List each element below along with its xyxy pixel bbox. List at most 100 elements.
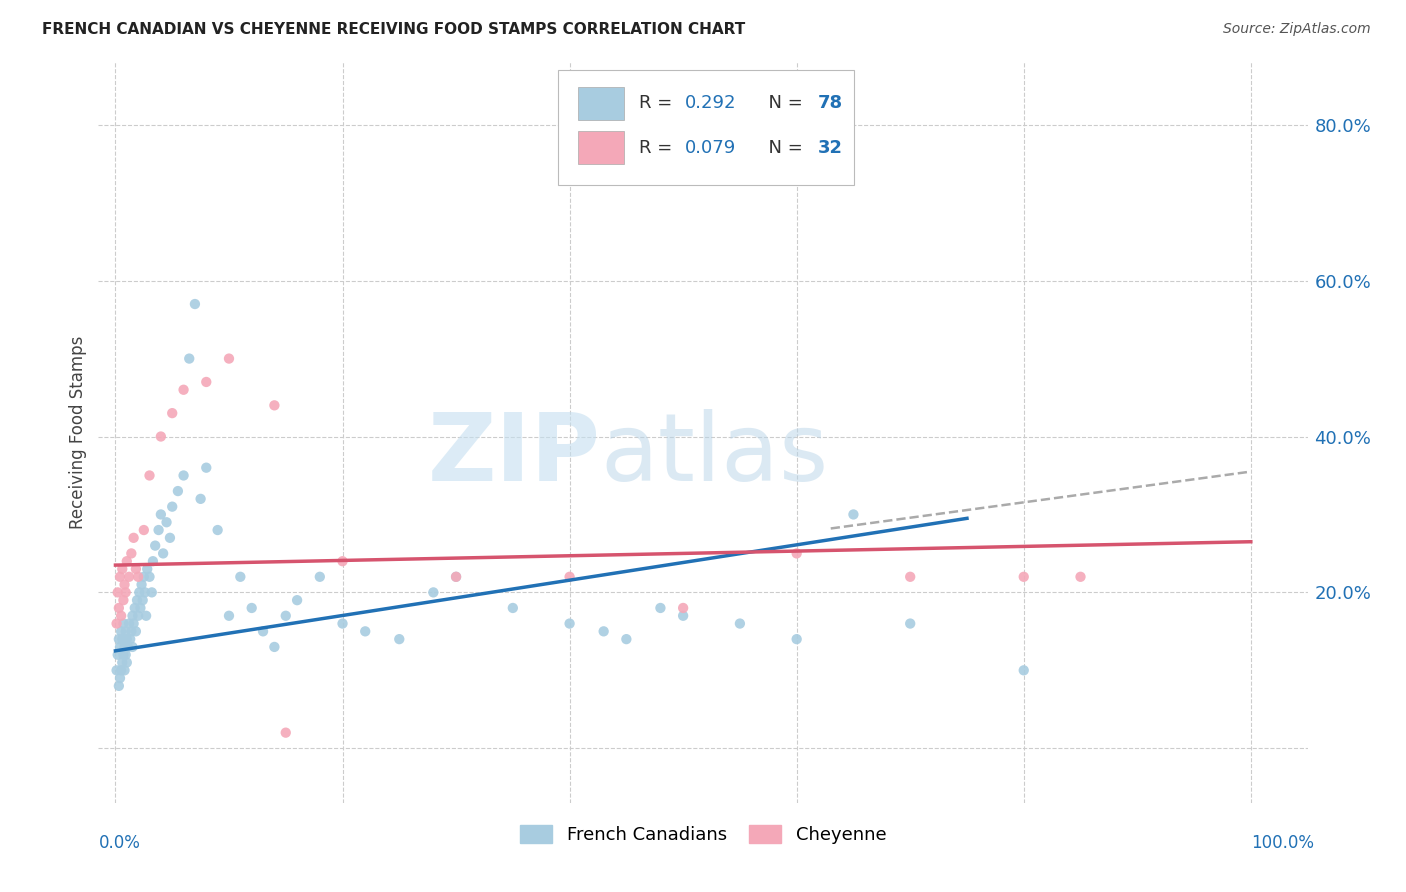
Point: [108, 632, 131, 647]
Point: [207, 523, 229, 537]
Point: [108, 671, 131, 685]
Point: [128, 585, 150, 599]
Point: [190, 491, 212, 506]
Point: [129, 601, 152, 615]
Point: [114, 585, 136, 599]
Point: [558, 616, 581, 631]
Point: [728, 616, 751, 631]
Point: [592, 624, 614, 639]
Point: [240, 601, 263, 615]
Point: [111, 632, 134, 647]
FancyBboxPatch shape: [578, 131, 624, 164]
Point: [127, 570, 149, 584]
Point: [167, 484, 190, 499]
Point: [218, 351, 240, 366]
Point: [115, 632, 138, 647]
Text: atlas: atlas: [600, 409, 828, 500]
Point: [388, 632, 411, 647]
Point: [252, 624, 274, 639]
Text: N =: N =: [758, 95, 808, 112]
Text: 0.292: 0.292: [685, 95, 737, 112]
Point: [141, 585, 163, 599]
Point: [112, 593, 135, 607]
Point: [105, 616, 128, 631]
Point: [274, 725, 297, 739]
Point: [111, 562, 134, 576]
Text: 78: 78: [818, 95, 844, 112]
Point: [127, 608, 149, 623]
Text: 0.0%: 0.0%: [98, 834, 141, 852]
Point: [179, 351, 201, 366]
Point: [108, 601, 131, 615]
Point: [115, 554, 138, 568]
Point: [125, 593, 148, 607]
Point: [650, 601, 672, 615]
Point: [218, 608, 240, 623]
Point: [173, 383, 195, 397]
Point: [110, 608, 132, 623]
Point: [159, 531, 181, 545]
Point: [134, 585, 156, 599]
Text: ZIP: ZIP: [427, 409, 600, 500]
FancyBboxPatch shape: [578, 87, 624, 120]
Point: [149, 508, 172, 522]
Point: [672, 601, 695, 615]
Point: [114, 577, 136, 591]
Point: [121, 640, 143, 654]
Point: [135, 608, 157, 623]
Point: [155, 515, 177, 529]
Text: R =: R =: [638, 95, 678, 112]
Text: R =: R =: [638, 138, 678, 157]
Point: [160, 406, 183, 420]
Point: [114, 640, 136, 654]
Point: [332, 616, 354, 631]
Point: [125, 624, 148, 639]
Point: [136, 562, 159, 576]
Point: [263, 398, 285, 412]
Point: [138, 468, 160, 483]
Point: [111, 656, 134, 670]
Point: [786, 546, 808, 560]
Point: [354, 624, 377, 639]
Point: [332, 554, 354, 568]
Point: [118, 616, 141, 631]
Point: [1012, 663, 1035, 677]
Point: [131, 593, 153, 607]
Point: [124, 601, 146, 615]
Point: [125, 562, 148, 576]
Text: 0.079: 0.079: [685, 138, 737, 157]
Point: [121, 608, 143, 623]
Point: [148, 523, 170, 537]
Point: [422, 585, 444, 599]
Point: [114, 648, 136, 662]
Point: [444, 570, 467, 584]
Point: [263, 640, 285, 654]
Point: [285, 593, 308, 607]
Point: [1069, 570, 1091, 584]
Point: [195, 460, 218, 475]
Point: [160, 500, 183, 514]
Point: [274, 608, 297, 623]
Point: [120, 546, 142, 560]
Point: [108, 679, 131, 693]
Point: [120, 624, 142, 639]
Point: [672, 608, 695, 623]
Point: [132, 523, 155, 537]
Point: [132, 570, 155, 584]
Point: [142, 554, 165, 568]
Point: [444, 570, 467, 584]
Point: [558, 570, 581, 584]
Point: [1012, 570, 1035, 584]
Point: [152, 546, 174, 560]
Point: [195, 375, 218, 389]
Point: [115, 656, 138, 670]
Point: [107, 585, 129, 599]
FancyBboxPatch shape: [558, 70, 855, 185]
Point: [107, 648, 129, 662]
Point: [108, 640, 131, 654]
Point: [614, 632, 637, 647]
Point: [308, 570, 330, 584]
Point: [112, 616, 135, 631]
Y-axis label: Receiving Food Stamps: Receiving Food Stamps: [69, 336, 87, 529]
Point: [143, 539, 166, 553]
